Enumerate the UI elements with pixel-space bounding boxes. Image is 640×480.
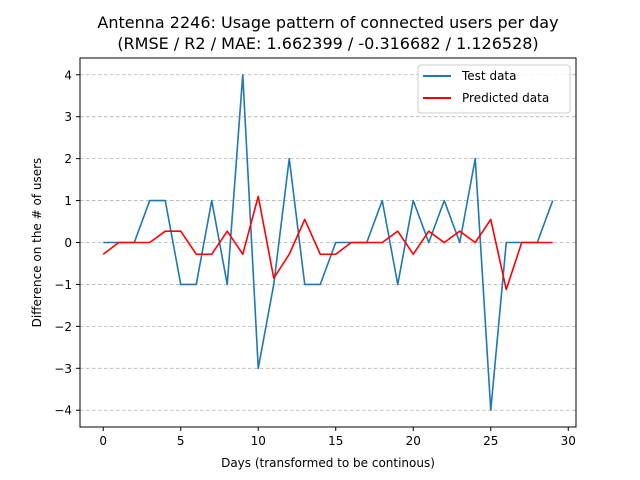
- series-line-predicted-data: [102, 195, 553, 291]
- y-tick-label: 1: [64, 194, 72, 208]
- y-tick-label: −1: [54, 278, 72, 292]
- y-tick-label: 2: [64, 152, 72, 166]
- y-tick-label: −3: [54, 362, 72, 376]
- legend: Test data Predicted data: [417, 64, 571, 114]
- x-tick-label: 5: [177, 434, 185, 448]
- x-tick-label: 15: [328, 434, 343, 448]
- series-line-test-data: [103, 73, 554, 412]
- x-tick-label: 25: [483, 434, 498, 448]
- y-axis-ticks: −4 −3 −2 −1 0 1 2 3 4: [54, 68, 80, 418]
- y-tick-label: 3: [64, 110, 72, 124]
- x-axis-label: Days (transformed to be continous): [221, 456, 435, 470]
- x-tick-label: 30: [561, 434, 576, 448]
- y-tick-label: −2: [54, 320, 72, 334]
- y-tick-label: −4: [54, 404, 72, 418]
- legend-box: [417, 64, 571, 114]
- x-tick-label: 0: [99, 434, 107, 448]
- x-tick-label: 20: [406, 434, 421, 448]
- series-lines: [102, 73, 554, 412]
- y-axis-label: Difference on the # of users: [30, 158, 44, 328]
- chart-subtitle: (RMSE / R2 / MAE: 1.662399 / -0.316682 /…: [117, 34, 538, 53]
- x-tick-label: 10: [251, 434, 266, 448]
- x-axis-ticks: 0 5 10 15 20 25 30: [99, 427, 576, 448]
- legend-label-test-data: Test data: [461, 69, 516, 83]
- y-tick-label: 0: [64, 236, 72, 250]
- grid-lines: [80, 74, 576, 411]
- chart-title: Antenna 2246: Usage pattern of connected…: [97, 13, 558, 32]
- y-tick-label: 4: [64, 68, 72, 82]
- legend-label-predicted-data: Predicted data: [462, 91, 549, 105]
